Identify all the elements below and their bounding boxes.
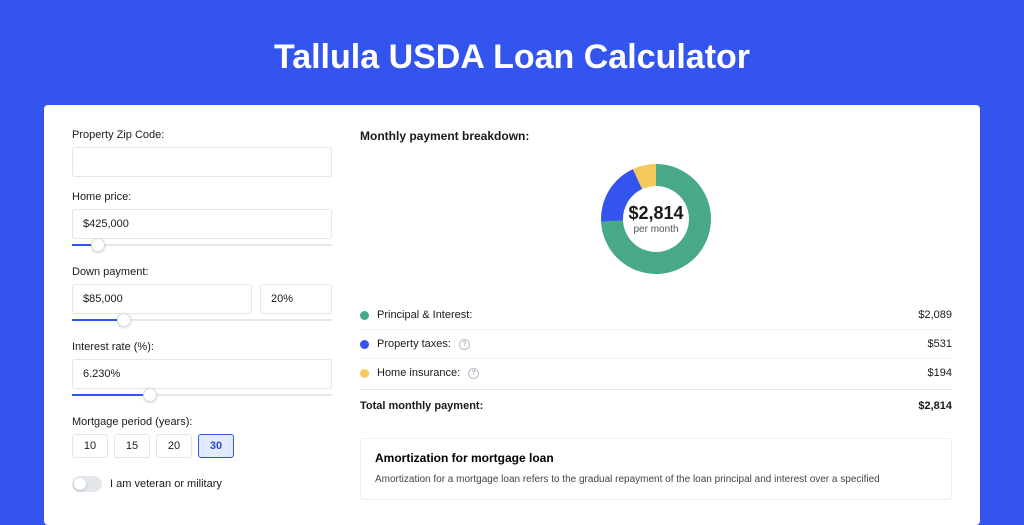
interest-rate-label: Interest rate (%): xyxy=(72,341,332,353)
page-title: Tallula USDA Loan Calculator xyxy=(0,0,1024,105)
zip-input[interactable] xyxy=(72,147,332,177)
zip-label: Property Zip Code: xyxy=(72,129,332,141)
line-item-label: Home insurance: xyxy=(377,367,460,379)
line-item-label: Principal & Interest: xyxy=(377,309,472,321)
period-buttons: 10152030 xyxy=(72,434,332,458)
down-payment-pct-input[interactable] xyxy=(260,284,332,314)
home-price-slider[interactable] xyxy=(72,238,332,252)
line-item-value: $531 xyxy=(928,338,952,350)
total-value: $2,814 xyxy=(918,400,952,412)
interest-rate-field: Interest rate (%): xyxy=(72,341,332,402)
total-label: Total monthly payment: xyxy=(360,400,483,412)
line-item-label: Property taxes: xyxy=(377,338,451,350)
mortgage-period-field: Mortgage period (years): 10152030 xyxy=(72,416,332,458)
slider-thumb[interactable] xyxy=(91,238,105,252)
donut-center: $2,814 per month xyxy=(628,203,683,235)
breakdown-title: Monthly payment breakdown: xyxy=(360,129,952,143)
line-item: Home insurance:? $194 xyxy=(360,358,952,387)
home-price-field: Home price: xyxy=(72,191,332,252)
donut-sub: per month xyxy=(628,224,683,235)
home-price-input[interactable] xyxy=(72,209,332,239)
zip-field: Property Zip Code: xyxy=(72,129,332,177)
period-button-15[interactable]: 15 xyxy=(114,434,150,458)
amortization-title: Amortization for mortgage loan xyxy=(375,451,937,465)
info-icon[interactable]: ? xyxy=(459,339,470,350)
form-column: Property Zip Code: Home price: Down paym… xyxy=(72,129,332,501)
veteran-label: I am veteran or military xyxy=(110,478,222,490)
period-button-30[interactable]: 30 xyxy=(198,434,234,458)
donut-chart: $2,814 per month xyxy=(360,155,952,283)
veteran-toggle-row: I am veteran or military xyxy=(72,476,332,492)
down-payment-field: Down payment: xyxy=(72,266,332,327)
calculator-card: Property Zip Code: Home price: Down paym… xyxy=(44,105,980,525)
down-payment-slider[interactable] xyxy=(72,313,332,327)
donut-amount: $2,814 xyxy=(628,203,683,224)
line-items: Principal & Interest: $2,089 Property taxe… xyxy=(360,301,952,387)
interest-rate-input[interactable] xyxy=(72,359,332,389)
breakdown-column: Monthly payment breakdown: $2,814 per mo… xyxy=(360,129,952,501)
period-button-10[interactable]: 10 xyxy=(72,434,108,458)
amortization-card: Amortization for mortgage loan Amortizat… xyxy=(360,438,952,500)
toggle-knob xyxy=(74,478,86,490)
total-row: Total monthly payment: $2,814 xyxy=(360,389,952,420)
legend-dot xyxy=(360,311,369,320)
interest-rate-slider[interactable] xyxy=(72,388,332,402)
home-price-label: Home price: xyxy=(72,191,332,203)
slider-thumb[interactable] xyxy=(143,388,157,402)
line-item: Property taxes:? $531 xyxy=(360,329,952,358)
veteran-toggle[interactable] xyxy=(72,476,102,492)
legend-dot xyxy=(360,369,369,378)
period-button-20[interactable]: 20 xyxy=(156,434,192,458)
line-item-value: $2,089 xyxy=(918,309,952,321)
line-item-value: $194 xyxy=(928,367,952,379)
mortgage-period-label: Mortgage period (years): xyxy=(72,416,332,428)
info-icon[interactable]: ? xyxy=(468,368,479,379)
slider-thumb[interactable] xyxy=(117,313,131,327)
down-payment-input[interactable] xyxy=(72,284,252,314)
down-payment-label: Down payment: xyxy=(72,266,332,278)
line-item: Principal & Interest: $2,089 xyxy=(360,301,952,329)
amortization-text: Amortization for a mortgage loan refers … xyxy=(375,473,937,487)
legend-dot xyxy=(360,340,369,349)
